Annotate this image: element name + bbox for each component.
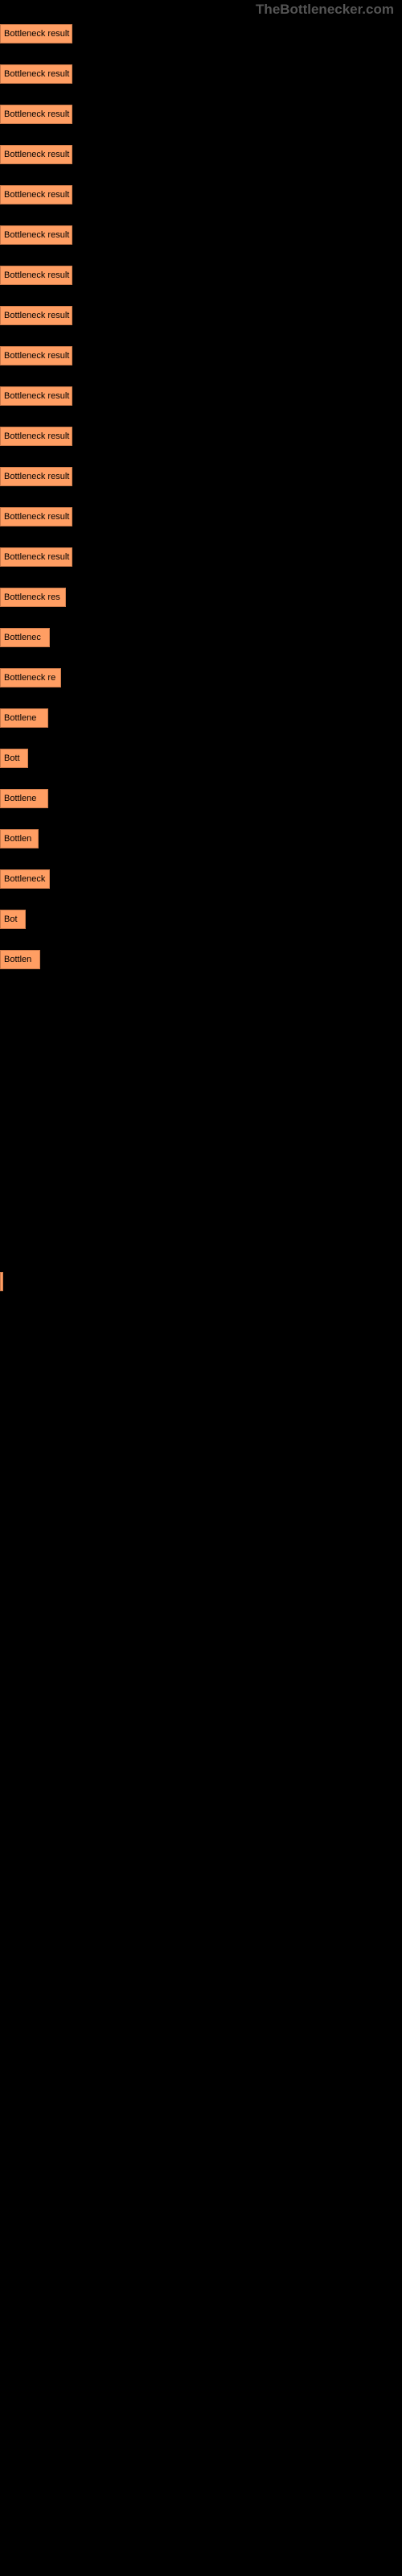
- bar: Bottleneck result: [0, 105, 72, 124]
- bar-label: Bottlene: [4, 713, 36, 723]
- bar-row: Bottleneck result: [0, 346, 402, 386]
- bar-label: Bottleneck result: [4, 472, 69, 481]
- bar-row: Bottleneck: [0, 869, 402, 910]
- bar: Bottleneck result: [0, 467, 72, 486]
- bar-row: Bottleneck result: [0, 386, 402, 427]
- bar: Bottleneck result: [0, 24, 72, 43]
- bar-label: Bottleneck result: [4, 270, 69, 280]
- bar: Bottleneck result: [0, 507, 72, 526]
- bar-label: Bottleneck result: [4, 29, 69, 39]
- bar: Bottleneck result: [0, 266, 72, 285]
- bar-label: Bottleneck result: [4, 150, 69, 159]
- bar-label: Bottleneck re: [4, 673, 55, 683]
- chart-container: Bottleneck result Bottleneck result Bottle…: [0, 0, 402, 1006]
- bar: Bottleneck result: [0, 306, 72, 325]
- bar-row: Bot: [0, 910, 402, 950]
- bar-label: Bottleneck: [4, 874, 45, 884]
- bar: Bott: [0, 749, 28, 768]
- bar-row: Bott: [0, 749, 402, 789]
- bar-label: Bottleneck result: [4, 512, 69, 522]
- bar-row: Bottleneck res: [0, 588, 402, 628]
- bar-row: Bottleneck result: [0, 64, 402, 105]
- bar-label: Bottleneck result: [4, 69, 69, 79]
- bar: Bottleneck result: [0, 225, 72, 245]
- bar: Bottlene: [0, 708, 48, 728]
- bar-row: Bottleneck result: [0, 266, 402, 306]
- bar-label: Bottleneck result: [4, 351, 69, 361]
- bar-row: Bottlene: [0, 708, 402, 749]
- bar-row: Bottleneck result: [0, 24, 402, 64]
- bar-row: Bottlen: [0, 829, 402, 869]
- bars-container: Bottleneck result Bottleneck result Bottle…: [0, 24, 402, 990]
- bar: Bottlen: [0, 829, 39, 848]
- bar-row: Bottleneck result: [0, 547, 402, 588]
- bar-label: Bottleneck result: [4, 109, 69, 119]
- bar: Bottleneck result: [0, 145, 72, 164]
- bar-label: Bottleneck result: [4, 311, 69, 320]
- bar-row: Bottleneck result: [0, 507, 402, 547]
- bar-label: Bottlene: [4, 794, 36, 803]
- bar: Bottlene: [0, 789, 48, 808]
- bar-row: Bottlenec: [0, 628, 402, 668]
- bar: Bottlen: [0, 950, 40, 969]
- bar-row: Bottleneck result: [0, 105, 402, 145]
- bar-row: Bottleneck result: [0, 427, 402, 467]
- bar-label: Bottlen: [4, 955, 31, 964]
- bar: Bottlenec: [0, 628, 50, 647]
- bar: Bottleneck result: [0, 386, 72, 406]
- bar-label: Bottleneck result: [4, 230, 69, 240]
- bar-row: Bottlene: [0, 789, 402, 829]
- bar-row: Bottleneck result: [0, 467, 402, 507]
- bar: Bottleneck res: [0, 588, 66, 607]
- small-bar: [0, 1272, 3, 1291]
- bar-label: Bottleneck result: [4, 391, 69, 401]
- bar-label: Bottlen: [4, 834, 31, 844]
- bar-label: Bottleneck res: [4, 592, 60, 602]
- bar: Bottleneck result: [0, 346, 72, 365]
- watermark-text: TheBottlenecker.com: [256, 2, 394, 18]
- bar-row: Bottlen: [0, 950, 402, 990]
- bar-label: Bottleneck result: [4, 552, 69, 562]
- bar: Bottleneck: [0, 869, 50, 889]
- bar-row: Bottleneck result: [0, 145, 402, 185]
- bar-label: Bott: [4, 753, 20, 763]
- bar: Bottleneck result: [0, 185, 72, 204]
- bar-row: Bottleneck result: [0, 225, 402, 266]
- bar-row: Bottleneck result: [0, 306, 402, 346]
- bar: Bottleneck result: [0, 427, 72, 446]
- bar: Bottleneck result: [0, 64, 72, 84]
- bar-row: Bottleneck result: [0, 185, 402, 225]
- bar-row: Bottleneck re: [0, 668, 402, 708]
- bar: Bot: [0, 910, 26, 929]
- bar: Bottleneck result: [0, 547, 72, 567]
- bar-label: Bottleneck result: [4, 431, 69, 441]
- bar: Bottleneck re: [0, 668, 61, 687]
- bar-label: Bottlenec: [4, 633, 41, 642]
- bar-label: Bottleneck result: [4, 190, 69, 200]
- bar-label: Bot: [4, 914, 18, 924]
